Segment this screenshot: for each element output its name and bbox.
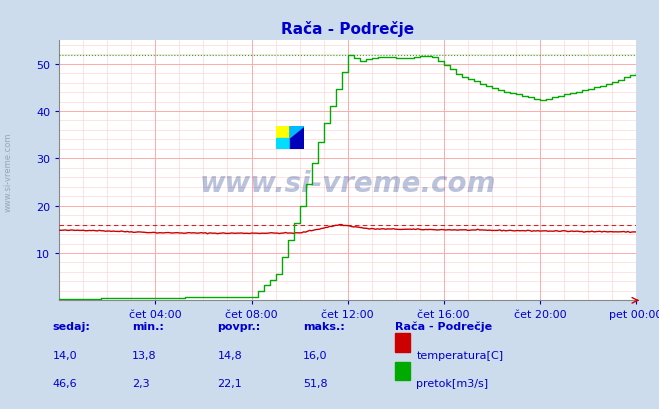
Text: povpr.:: povpr.: (217, 321, 261, 331)
Text: www.si-vreme.com: www.si-vreme.com (200, 170, 496, 198)
Text: min.:: min.: (132, 321, 163, 331)
Text: 22,1: 22,1 (217, 378, 243, 388)
Text: maks.:: maks.: (303, 321, 345, 331)
Text: 14,8: 14,8 (217, 350, 243, 360)
Title: Rača - Podrečje: Rača - Podrečje (281, 21, 415, 37)
Text: www.si-vreme.com: www.si-vreme.com (3, 132, 13, 211)
Text: sedaj:: sedaj: (53, 321, 90, 331)
Text: temperatura[C]: temperatura[C] (416, 350, 503, 360)
Text: 46,6: 46,6 (53, 378, 77, 388)
Text: 14,0: 14,0 (53, 350, 77, 360)
Text: pretok[m3/s]: pretok[m3/s] (416, 378, 488, 388)
Text: 16,0: 16,0 (303, 350, 328, 360)
Text: Rača - Podrečje: Rača - Podrečje (395, 321, 492, 332)
Text: 13,8: 13,8 (132, 350, 156, 360)
Text: 2,3: 2,3 (132, 378, 150, 388)
Text: 51,8: 51,8 (303, 378, 328, 388)
